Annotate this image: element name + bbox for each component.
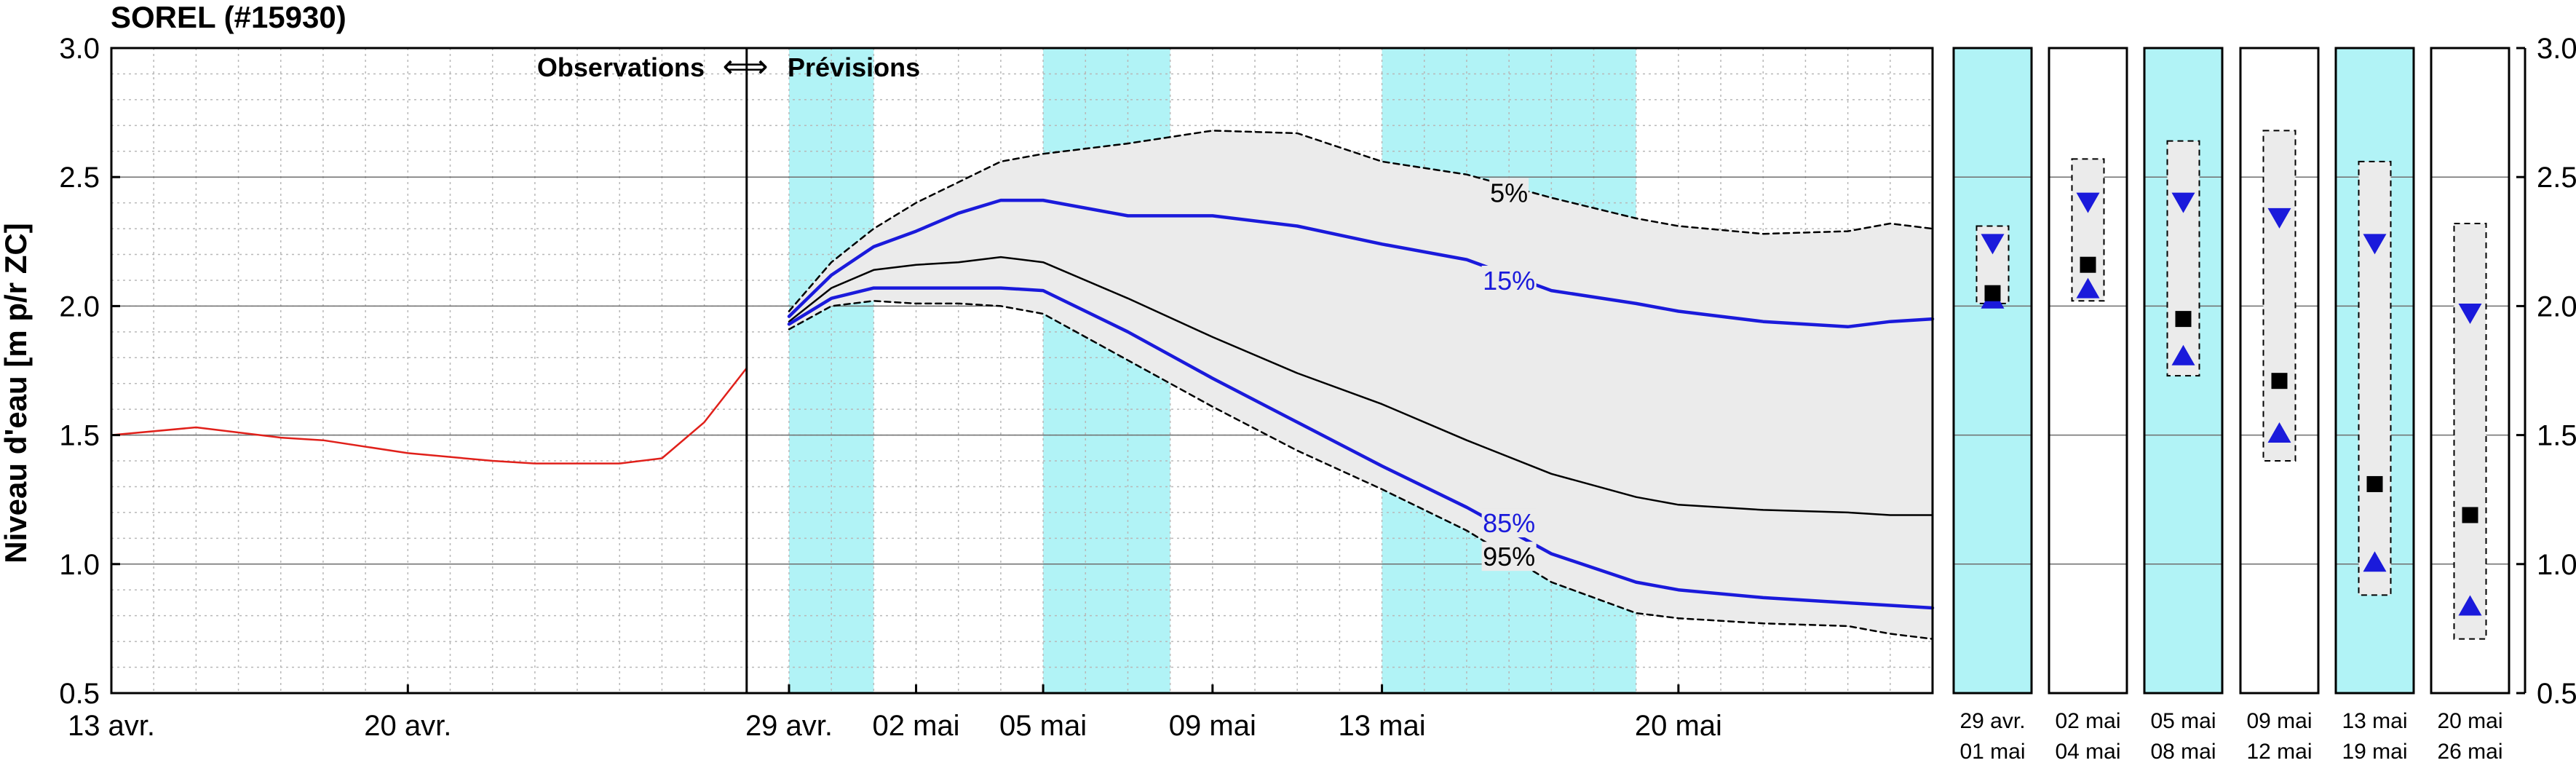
panel-p85-marker <box>2171 344 2195 365</box>
panel-start-label: 02 mai <box>2055 709 2120 733</box>
y-tick-label-left: 1.0 <box>59 549 100 581</box>
y-tick-label-right: 1.5 <box>2537 420 2576 452</box>
period-panel-2: 02 mai 04 mai <box>2048 47 2128 764</box>
x-tick-label: 20 avr. <box>364 710 451 742</box>
panel-start-label: 20 mai <box>2437 709 2502 733</box>
panel-frame <box>1952 47 2033 695</box>
band-label-15pct: 15% <box>1483 266 1535 296</box>
panel-p85-marker <box>2458 595 2482 616</box>
series-95-line <box>788 300 1934 640</box>
y-tick-label-left: 2.5 <box>59 162 100 194</box>
panel-range-box <box>2358 160 2392 596</box>
y-tick-label-left: 0.5 <box>59 678 100 710</box>
series-layer <box>110 130 1935 640</box>
y-tick-label-right: 2.0 <box>2537 290 2576 323</box>
panel-end-label: 12 mai <box>2246 740 2312 764</box>
x-tick-label: 05 mai <box>999 710 1087 742</box>
panel-median-marker <box>2366 475 2383 492</box>
panel-end-label: 01 mai <box>1959 740 2025 764</box>
panel-range-box <box>2166 140 2200 377</box>
panel-p85-marker <box>2363 551 2387 572</box>
band-label-bg <box>1481 508 1537 538</box>
panel-start-label: 05 mai <box>2150 709 2216 733</box>
panel-start-label: 09 mai <box>2246 709 2312 733</box>
panels-layer: 29 avr. 01 mai 02 mai 04 mai 05 mai 08 mai 09 … <box>1952 47 2510 764</box>
period-panel-3: 05 mai 08 mai <box>2143 47 2224 764</box>
y-tick-label-left: 2.0 <box>59 290 100 323</box>
band-label-95pct: 95% <box>1483 542 1535 572</box>
panel-p85-marker <box>2267 422 2291 443</box>
panel-p15-marker <box>2267 207 2291 229</box>
x-tick-label: 20 mai <box>1635 710 1722 742</box>
x-tick-label: 13 mai <box>1339 710 1426 742</box>
period-panel-1: 29 avr. 01 mai <box>1952 47 2033 764</box>
panel-range-box <box>2071 158 2105 302</box>
period-panel-6: 20 mai 26 mai <box>2430 47 2510 764</box>
series-observations-line <box>110 367 748 464</box>
panel-frame <box>2048 47 2128 695</box>
panel-end-label: 19 mai <box>2342 740 2407 764</box>
panel-p15-marker <box>1981 234 2005 255</box>
series-5-line <box>788 130 1934 312</box>
panel-range-box <box>2262 130 2296 462</box>
y-tick-label-right: 2.5 <box>2537 162 2576 194</box>
panel-frame <box>2430 47 2510 695</box>
text-layer: SOREL (#15930) Niveau d'eau [m p/r ZC] O… <box>0 0 2576 742</box>
period-panel-5: 13 mai 19 mai <box>2334 47 2415 764</box>
series-85-line <box>787 286 1935 610</box>
obs-prev-arrow: ⟺ <box>722 49 768 84</box>
band-label-bg <box>1481 265 1537 295</box>
y-tick-label-right: 3.0 <box>2537 33 2576 65</box>
y-axis-label: Niveau d'eau [m p/r ZC] <box>0 223 33 563</box>
x-tick-label: 29 avr. <box>745 710 833 742</box>
panel-p85-marker <box>2076 277 2100 298</box>
x-tick-label: 02 mai <box>873 710 960 742</box>
panel-start-label: 29 avr. <box>1959 709 2025 733</box>
y-tick-label-left: 3.0 <box>59 33 100 65</box>
chart-title: SOREL (#15930) <box>111 0 346 34</box>
band-label-85pct: 85% <box>1483 508 1535 538</box>
panel-median-marker <box>2462 507 2478 523</box>
forecast-band <box>789 130 1933 639</box>
observations-label: Observations <box>537 52 705 82</box>
series-15-line <box>787 198 1935 329</box>
panel-median-marker <box>2080 256 2096 273</box>
previsions-label: Prévisions <box>788 52 920 82</box>
panel-end-label: 04 mai <box>2055 740 2120 764</box>
y-tick-label-right: 1.0 <box>2537 549 2576 581</box>
panel-median-marker <box>2175 311 2192 328</box>
panel-end-label: 26 mai <box>2437 740 2502 764</box>
panel-range-box <box>2453 222 2487 640</box>
series-mdiane-line <box>788 256 1934 516</box>
panel-p15-marker <box>2458 304 2482 325</box>
band-label-bg <box>1481 542 1537 572</box>
frame-layer <box>110 47 2527 695</box>
panel-median-marker <box>1984 285 2001 301</box>
panel-frame <box>2334 47 2415 695</box>
y-tick-label-right: 0.5 <box>2537 678 2576 710</box>
panel-p15-marker <box>2076 192 2100 213</box>
main-plot-frame <box>110 47 1934 695</box>
panel-end-label: 08 mai <box>2150 740 2216 764</box>
x-tick-label: 13 avr. <box>68 710 155 742</box>
band-label-bg <box>1489 178 1529 207</box>
panel-p15-marker <box>2171 192 2195 213</box>
x-tick-label: 09 mai <box>1169 710 1256 742</box>
band-layer <box>789 130 1933 639</box>
panel-frame <box>2143 47 2224 695</box>
period-panel-4: 09 mai 12 mai <box>2239 47 2320 764</box>
panel-p15-marker <box>2363 234 2387 255</box>
panel-frame <box>2239 47 2320 695</box>
band-label-5pct: 5% <box>1490 178 1528 207</box>
panel-start-label: 13 mai <box>2342 709 2407 733</box>
y-tick-label-left: 1.5 <box>59 420 100 452</box>
panel-highlight <box>1954 48 2032 693</box>
panel-median-marker <box>2271 373 2288 390</box>
